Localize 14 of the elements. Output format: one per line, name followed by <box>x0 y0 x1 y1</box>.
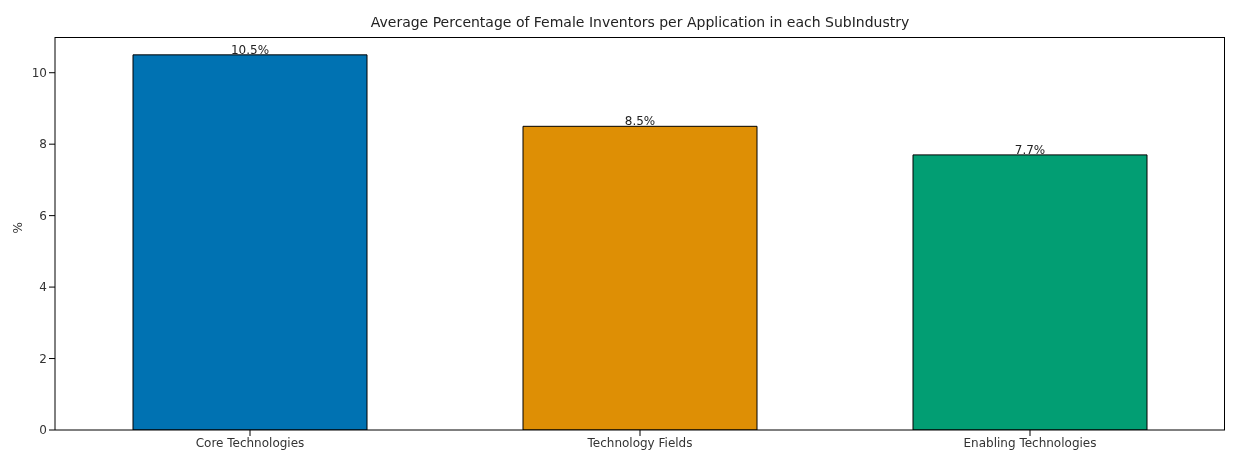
y-tick-label: 4 <box>39 280 47 295</box>
chart-title: Average Percentage of Female Inventors per Application in each SubIndustry <box>369 14 911 30</box>
data-label: 7.7% <box>1014 142 1046 157</box>
x-tick-label: Core Technologies <box>195 435 305 450</box>
y-axis-title: % <box>11 222 26 234</box>
y-tick-label: 10 <box>31 65 47 80</box>
y-tick-label: 2 <box>39 351 47 366</box>
y-tick-label: 6 <box>39 208 47 223</box>
data-label: 8.5% <box>624 114 656 129</box>
data-label: 10.5% <box>230 42 270 57</box>
x-tick-label: Technology Fields <box>586 435 693 450</box>
y-tick-label: 0 <box>39 423 47 438</box>
x-tick-label: Enabling Technologies <box>963 435 1097 450</box>
y-tick-label: 8 <box>39 137 47 152</box>
